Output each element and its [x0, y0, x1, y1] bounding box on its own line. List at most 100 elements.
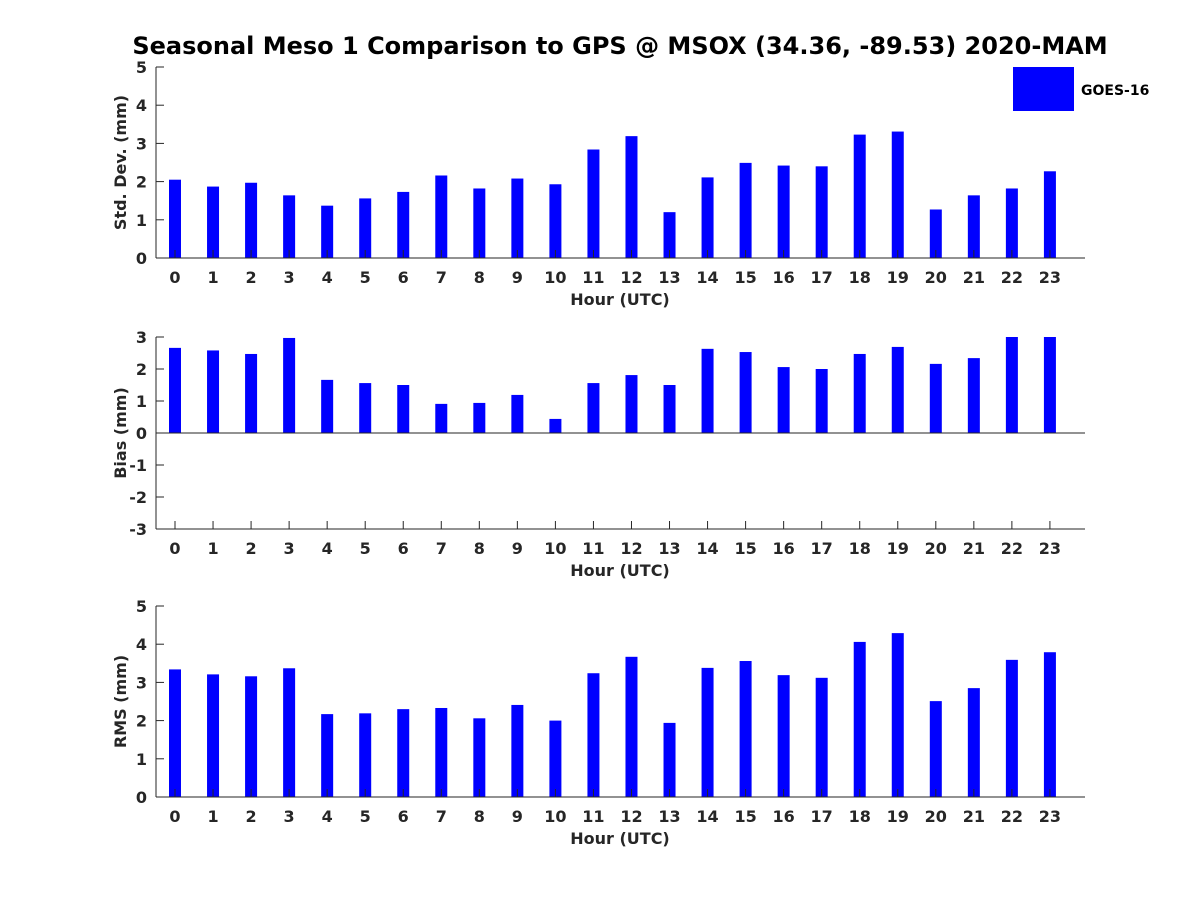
std-dev-bar-5	[359, 198, 372, 258]
bias-y-tick-label: 2	[136, 360, 147, 379]
rms-x-tick-label: 16	[773, 807, 795, 826]
bias-x-tick-label: 10	[544, 539, 566, 558]
bias-bar-2	[245, 353, 258, 433]
rms-x-tick-label: 19	[887, 807, 909, 826]
rms-x-tick-label: 14	[696, 807, 718, 826]
bias-bar-6	[397, 385, 410, 433]
std-dev-x-tick-label: 6	[398, 268, 409, 287]
rms-x-tick-label: 13	[658, 807, 680, 826]
std-dev-bar-12	[625, 136, 638, 258]
rms-x-tick-label: 0	[169, 807, 180, 826]
rms-x-tick-label: 8	[474, 807, 485, 826]
std-dev-bar-9	[511, 178, 524, 258]
std-dev-bar-20	[929, 209, 942, 258]
std-dev-x-tick-label: 4	[322, 268, 333, 287]
bias-x-tick-label: 21	[963, 539, 985, 558]
bias-bar-4	[321, 379, 334, 433]
std-dev-x-tick-label: 14	[696, 268, 718, 287]
bias-bar-8	[473, 402, 486, 433]
std-dev-bar-4	[321, 205, 334, 258]
bias-bar-7	[435, 403, 448, 433]
legend-label: GOES-16	[1081, 83, 1149, 99]
legend: GOES-16	[1013, 67, 1149, 111]
bias-x-tick-label: 2	[246, 539, 257, 558]
std-dev-x-tick-label: 1	[207, 268, 218, 287]
std-dev-bar-18	[853, 134, 866, 258]
rms-bar-11	[587, 673, 600, 797]
std-dev-y-tick-label: 5	[136, 58, 147, 77]
rms-y-tick-label: 2	[136, 712, 147, 731]
bias-bar-21	[967, 358, 980, 433]
bias-y-tick-label: -1	[129, 456, 147, 475]
bias-x-tick-label: 7	[436, 539, 447, 558]
rms-bar-8	[473, 718, 486, 797]
bias-x-tick-label: 15	[734, 539, 756, 558]
rms-bar-0	[169, 669, 181, 797]
rms-bar-22	[1005, 659, 1018, 797]
bias-bar-12	[625, 375, 638, 433]
bias-y-tick-label: -2	[129, 488, 147, 507]
rms-x-tick-label: 2	[246, 807, 257, 826]
std-dev-x-tick-label: 20	[925, 268, 947, 287]
figure-title: Seasonal Meso 1 Comparison to GPS @ MSOX…	[132, 32, 1107, 60]
rms-bar-7	[435, 707, 448, 797]
bias-x-tick-label: 20	[925, 539, 947, 558]
bias-y-tick-label: 1	[136, 392, 147, 411]
std-dev-x-tick-label: 8	[474, 268, 485, 287]
bias-bar-20	[929, 363, 942, 433]
std-dev-bar-3	[283, 195, 296, 258]
std-dev-bar-19	[891, 131, 904, 258]
std-dev-bar-11	[587, 149, 600, 258]
std-dev-y-tick-label: 2	[136, 173, 147, 192]
bias-x-tick-label: 18	[849, 539, 871, 558]
std-dev-x-tick-label: 16	[773, 268, 795, 287]
std-dev-x-tick-label: 13	[658, 268, 680, 287]
bias-bar-22	[1005, 337, 1018, 433]
bias-y-tick-label: -3	[129, 520, 147, 539]
std-dev-x-tick-label: 23	[1039, 268, 1061, 287]
bias-y-tick-label: 3	[136, 328, 147, 347]
rms-y-axis-label: RMS (mm)	[111, 655, 130, 748]
rms-bar-10	[549, 720, 562, 797]
rms-bar-20	[929, 701, 942, 797]
std-dev-x-tick-label: 0	[169, 268, 180, 287]
bias-x-tick-label: 11	[582, 539, 604, 558]
bias-x-tick-label: 23	[1039, 539, 1061, 558]
std-dev-y-tick-label: 3	[136, 134, 147, 153]
std-dev-bar-21	[967, 195, 980, 258]
bias-bar-15	[739, 352, 752, 433]
bias-x-tick-label: 17	[811, 539, 833, 558]
rms-bar-4	[321, 714, 334, 797]
std-dev-bar-13	[663, 212, 676, 258]
bias-x-tick-label: 4	[322, 539, 333, 558]
std-dev-x-tick-label: 2	[246, 268, 257, 287]
rms-x-tick-label: 11	[582, 807, 604, 826]
std-dev-x-tick-label: 3	[284, 268, 295, 287]
std-dev-x-tick-label: 12	[620, 268, 642, 287]
std-dev-x-tick-label: 18	[849, 268, 871, 287]
bias-x-tick-label: 3	[284, 539, 295, 558]
bias-x-tick-label: 14	[696, 539, 718, 558]
bias-x-tick-label: 19	[887, 539, 909, 558]
rms-x-tick-label: 20	[925, 807, 947, 826]
bias-bar-19	[891, 346, 904, 433]
bias-bar-10	[549, 418, 562, 433]
bias-bar-0	[169, 347, 181, 433]
rms-x-axis-label: Hour (UTC)	[570, 829, 670, 848]
legend-swatch	[1013, 67, 1074, 111]
std-dev-x-tick-label: 5	[360, 268, 371, 287]
std-dev-x-tick-label: 9	[512, 268, 523, 287]
bias-x-tick-label: 5	[360, 539, 371, 558]
rms-bar-6	[397, 709, 410, 797]
std-dev-x-tick-label: 17	[811, 268, 833, 287]
rms-y-tick-label: 5	[136, 597, 147, 616]
rms-x-tick-label: 12	[620, 807, 642, 826]
rms-y-tick-label: 1	[136, 750, 147, 769]
rms-y-tick-label: 0	[136, 788, 147, 807]
rms-x-tick-label: 17	[811, 807, 833, 826]
std-dev-y-axis-label: Std. Dev. (mm)	[111, 95, 130, 230]
std-dev-bar-0	[169, 179, 181, 258]
rms-bar-5	[359, 713, 372, 797]
